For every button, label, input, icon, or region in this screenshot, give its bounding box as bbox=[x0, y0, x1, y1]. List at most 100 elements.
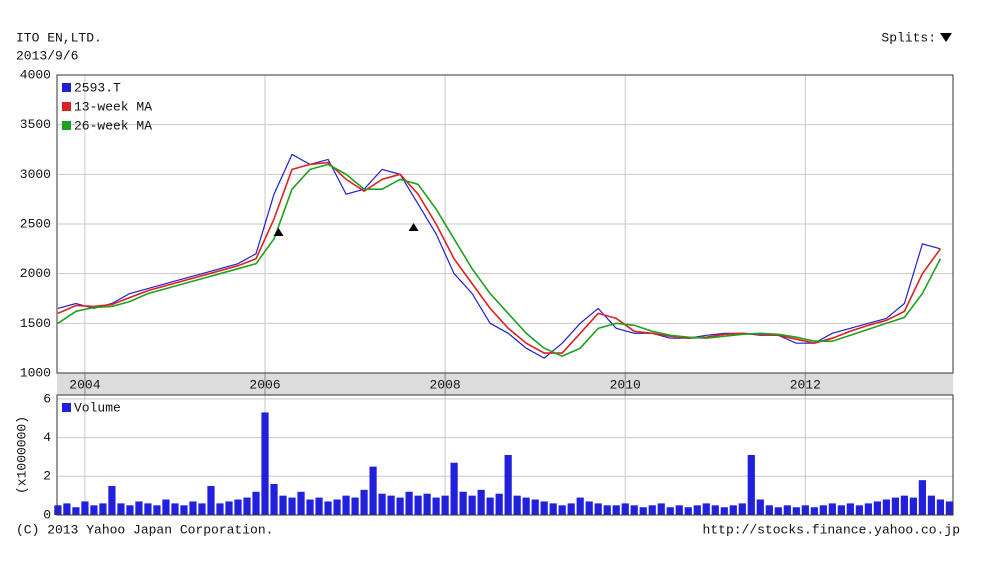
volume-bar bbox=[747, 455, 755, 515]
volume-bar bbox=[81, 501, 89, 515]
volume-bar bbox=[873, 501, 881, 515]
volume-bar bbox=[261, 412, 269, 515]
y-tick-label: 2500 bbox=[20, 216, 51, 231]
volume-bar bbox=[738, 503, 746, 515]
volume-bar bbox=[63, 503, 71, 515]
volume-bar bbox=[324, 501, 332, 515]
volume-bar bbox=[396, 497, 404, 515]
volume-bar bbox=[441, 495, 449, 515]
volume-bar bbox=[387, 495, 395, 515]
volume-bar bbox=[423, 493, 431, 515]
volume-bar bbox=[846, 503, 854, 515]
splits-label: Splits: bbox=[881, 30, 936, 45]
volume-bar bbox=[585, 501, 593, 515]
volume-bar bbox=[711, 505, 719, 515]
volume-bar bbox=[126, 505, 134, 515]
volume-bar bbox=[792, 507, 800, 515]
volume-bar bbox=[639, 507, 647, 515]
split-marker bbox=[408, 222, 419, 231]
volume-bar bbox=[603, 505, 611, 515]
chart-subtitle: 2013/9/6 bbox=[16, 48, 78, 63]
volume-bar bbox=[567, 503, 575, 515]
price-line bbox=[57, 153, 941, 359]
source-url: http://stocks.finance.yahoo.co.jp bbox=[703, 522, 960, 537]
volume-bar bbox=[648, 505, 656, 515]
volume-bar bbox=[621, 503, 629, 515]
x-tick-label: 2008 bbox=[430, 377, 461, 392]
y-tick-label: 1500 bbox=[20, 316, 51, 331]
volume-bar bbox=[693, 505, 701, 515]
volume-bar bbox=[477, 489, 485, 515]
volume-bar bbox=[279, 495, 287, 515]
price-line bbox=[57, 161, 942, 354]
volume-bar bbox=[882, 499, 890, 515]
volume-bar bbox=[468, 495, 476, 515]
volume-bar bbox=[927, 495, 935, 515]
volume-bar bbox=[270, 484, 278, 515]
plot-frame bbox=[56, 394, 954, 516]
volume-bar bbox=[243, 497, 251, 515]
volume-bar bbox=[99, 503, 107, 515]
volume-bar bbox=[144, 503, 152, 515]
volume-bar bbox=[702, 503, 710, 515]
y-tick-label: 4 bbox=[43, 430, 51, 445]
volume-bar bbox=[684, 507, 692, 515]
legend-swatch bbox=[62, 403, 71, 412]
volume-bar bbox=[234, 499, 242, 515]
volume-bar bbox=[108, 485, 116, 515]
volume-bar bbox=[495, 493, 503, 515]
volume-bar bbox=[414, 495, 422, 515]
y-tick-label: 3500 bbox=[20, 117, 51, 132]
volume-bar bbox=[315, 497, 323, 515]
y-tick-label: 6 bbox=[43, 391, 51, 406]
volume-bar bbox=[405, 491, 413, 515]
y-tick-label: 3000 bbox=[20, 167, 51, 182]
volume-bar bbox=[180, 505, 188, 515]
volume-bar bbox=[135, 501, 143, 515]
volume-bar bbox=[252, 491, 260, 515]
volume-bar bbox=[288, 497, 296, 515]
volume-bar bbox=[171, 503, 179, 515]
volume-bar bbox=[774, 507, 782, 515]
split-marker bbox=[273, 227, 284, 236]
volume-bar bbox=[729, 505, 737, 515]
volume-bar bbox=[828, 503, 836, 515]
volume-bar bbox=[612, 505, 620, 515]
chart-title: ITO EN,LTD. bbox=[16, 30, 102, 45]
volume-bar bbox=[630, 505, 638, 515]
volume-bar bbox=[486, 497, 494, 515]
legend-label: 13-week MA bbox=[74, 99, 152, 114]
legend-swatch bbox=[62, 121, 71, 130]
volume-bar bbox=[198, 503, 206, 515]
volume-bar bbox=[504, 455, 512, 515]
volume-bar bbox=[666, 507, 674, 515]
splits-icon[interactable] bbox=[940, 33, 952, 42]
volume-bar bbox=[864, 503, 872, 515]
copyright: (C) 2013 Yahoo Japan Corporation. bbox=[16, 522, 273, 537]
x-tick-label: 2010 bbox=[610, 377, 641, 392]
y-tick-label: 0 bbox=[43, 507, 51, 522]
volume-bar bbox=[117, 503, 125, 515]
volume-bar bbox=[801, 505, 809, 515]
volume-bar bbox=[765, 505, 773, 515]
volume-bar bbox=[342, 495, 350, 515]
volume-bar bbox=[945, 501, 953, 515]
volume-bar bbox=[216, 503, 224, 515]
volume-bar bbox=[351, 497, 359, 515]
volume-bar bbox=[819, 505, 827, 515]
legend-label: 2593.T bbox=[74, 80, 121, 95]
volume-bar bbox=[72, 507, 80, 515]
volume-bar bbox=[162, 499, 170, 515]
volume-bar bbox=[459, 491, 467, 515]
volume-bar bbox=[531, 499, 539, 515]
volume-bar bbox=[756, 499, 764, 515]
volume-bar bbox=[522, 497, 530, 515]
volume-bar bbox=[432, 497, 440, 515]
volume-bar bbox=[936, 499, 944, 515]
volume-bar bbox=[333, 499, 341, 515]
volume-bar bbox=[540, 501, 548, 515]
x-tick-label: 2004 bbox=[69, 377, 100, 392]
volume-bar bbox=[720, 507, 728, 515]
volume-bar bbox=[657, 503, 665, 515]
